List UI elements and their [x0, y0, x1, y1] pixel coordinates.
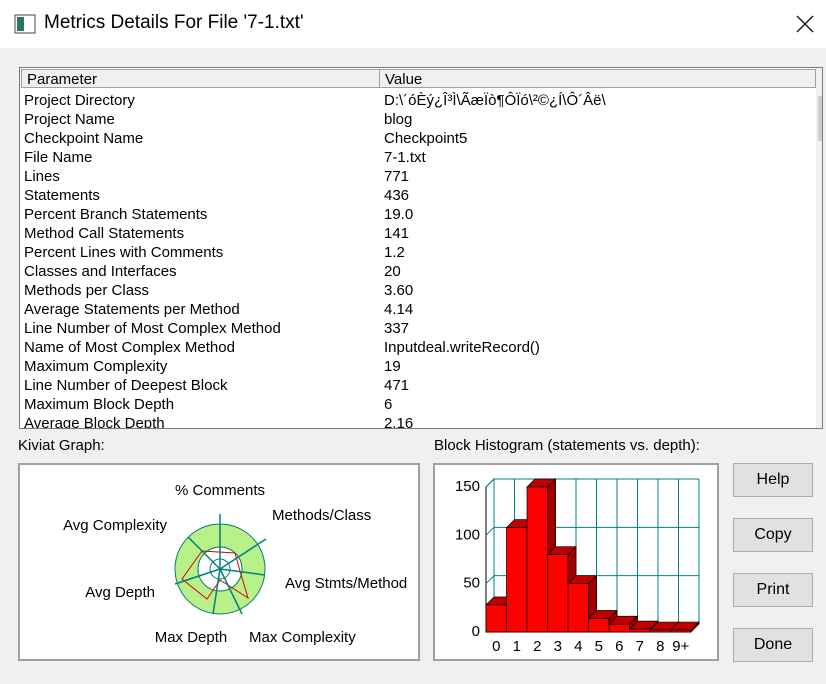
parameter-cell: Average Block Depth: [24, 415, 165, 429]
parameter-cell: Line Number of Most Complex Method: [24, 320, 281, 337]
bar: [629, 628, 651, 633]
value-cell: blog: [384, 111, 413, 128]
x-tick-label: 2: [533, 638, 541, 655]
y-tick-label: 0: [472, 623, 480, 640]
kiviat-axis-label: Avg Depth: [85, 584, 155, 601]
value-cell: 771: [384, 168, 410, 185]
parameter-cell: Maximum Complexity: [24, 358, 168, 375]
scrollbar[interactable]: [816, 68, 822, 428]
x-tick-label: 4: [574, 638, 582, 655]
value-cell: 337: [384, 320, 410, 337]
x-tick-label: 8: [656, 638, 664, 655]
window-title: Metrics Details For File '7-1.txt': [44, 12, 304, 33]
parameter-cell: Line Number of Deepest Block: [24, 377, 228, 394]
kiviat-axis: [174, 568, 221, 585]
metrics-table: Parameter Value Project Directory D:\´óÈý…: [19, 67, 823, 429]
kiviat-label: Kiviat Graph:: [18, 437, 105, 454]
kiviat-axis-label: Methods/Class: [272, 507, 371, 524]
parameter-cell: Project Directory: [24, 92, 135, 109]
bar: [649, 629, 671, 633]
bar: [588, 618, 610, 633]
bar: [547, 554, 569, 633]
grid-line: [485, 478, 699, 488]
value-cell: Checkpoint5: [384, 130, 468, 147]
histogram-label: Block Histogram (statements vs. depth):: [434, 437, 700, 454]
parameter-cell: Maximum Block Depth: [24, 396, 175, 413]
x-tick-label: 3: [554, 638, 562, 655]
y-tick-label: 100: [455, 526, 480, 543]
kiviat-axis: [187, 536, 221, 570]
kiviat-axis-label: Max Complexity: [249, 629, 356, 646]
parameter-cell: Statements: [24, 187, 100, 204]
value-cell: 436: [384, 187, 410, 204]
bar: [608, 623, 630, 633]
value-cell: 7-1.txt: [384, 149, 426, 166]
button[interactable]: Help: [733, 463, 813, 497]
kiviat-panel: % Comments Methods/Class Avg Stmts/Method M…: [18, 463, 420, 661]
value-cell: 2.16: [384, 415, 414, 429]
bar: [526, 486, 548, 633]
value-cell: 20: [384, 263, 401, 280]
column-header[interactable]: Value: [379, 69, 816, 88]
kiviat-axis-label: % Comments: [175, 482, 265, 499]
parameter-cell: Project Name: [24, 111, 115, 128]
histogram-panel: 0 50 100 150 0 1 2 3 4 5 6 7 8 9+: [433, 463, 719, 661]
grid-line: [485, 575, 699, 585]
parameter-cell: Checkpoint Name: [24, 130, 144, 147]
button[interactable]: Done: [733, 628, 813, 662]
app-icon: [14, 14, 36, 34]
parameter-cell: Name of Most Complex Method: [24, 339, 235, 356]
button[interactable]: Print: [733, 573, 813, 607]
kiviat-axis-label: Avg Complexity: [63, 517, 167, 534]
kiviat-axis-label: Avg Stmts/Method: [285, 575, 407, 592]
x-tick-label: 6: [615, 638, 623, 655]
kiviat-axis-label: Max Depth: [155, 629, 228, 646]
x-tick-label: 1: [513, 638, 521, 655]
value-cell: 6: [384, 396, 393, 413]
bar: [506, 527, 528, 633]
value-cell: 4.14: [384, 301, 414, 318]
bar: [567, 583, 589, 633]
button[interactable]: Copy: [733, 518, 813, 552]
x-tick-label: 5: [595, 638, 603, 655]
parameter-cell: File Name: [24, 149, 93, 166]
parameter-cell: Method Call Statements: [24, 225, 185, 242]
parameter-cell: Lines: [24, 168, 60, 185]
parameter-cell: Percent Lines with Comments: [24, 244, 224, 261]
y-tick-label: 50: [463, 575, 480, 592]
value-cell: 471: [384, 377, 410, 394]
parameter-cell: Methods per Class: [24, 282, 150, 299]
value-cell: 19.0: [384, 206, 414, 223]
value-cell: Inputdeal.writeRecord(): [384, 339, 540, 356]
kiviat-graph: % Comments Methods/Class Avg Stmts/Method M…: [63, 482, 407, 646]
title-bar: Metrics Details For File '7-1.txt': [0, 0, 826, 48]
x-tick-label: 9+: [672, 638, 689, 655]
kiviat-axis: [219, 568, 243, 615]
value-cell: 141: [384, 225, 410, 242]
close-button[interactable]: [795, 14, 815, 34]
value-cell: 3.60: [384, 282, 414, 299]
parameter-cell: Percent Branch Statements: [24, 206, 208, 223]
kiviat-axis: [219, 538, 267, 570]
bar: [485, 604, 507, 633]
parameter-cell: Average Statements per Method: [24, 301, 240, 318]
y-tick-label: 150: [455, 478, 480, 495]
value-cell: D:\´óÈý¿Î³Ì\ÃæÏò¶ÔÏó\²©¿Í\Ô´Âë\: [384, 92, 606, 109]
value-cell: 1.2: [384, 244, 405, 261]
value-cell: 19: [384, 358, 401, 375]
x-tick-label: 7: [636, 638, 644, 655]
bar: [670, 629, 692, 633]
kiviat-axis: [212, 568, 221, 615]
column-header[interactable]: Parameter: [21, 69, 380, 88]
parameter-cell: Classes and Interfaces: [24, 263, 177, 280]
kiviat-axis: [219, 568, 266, 576]
x-tick-label: 0: [492, 638, 500, 655]
grid-line: [485, 526, 699, 536]
